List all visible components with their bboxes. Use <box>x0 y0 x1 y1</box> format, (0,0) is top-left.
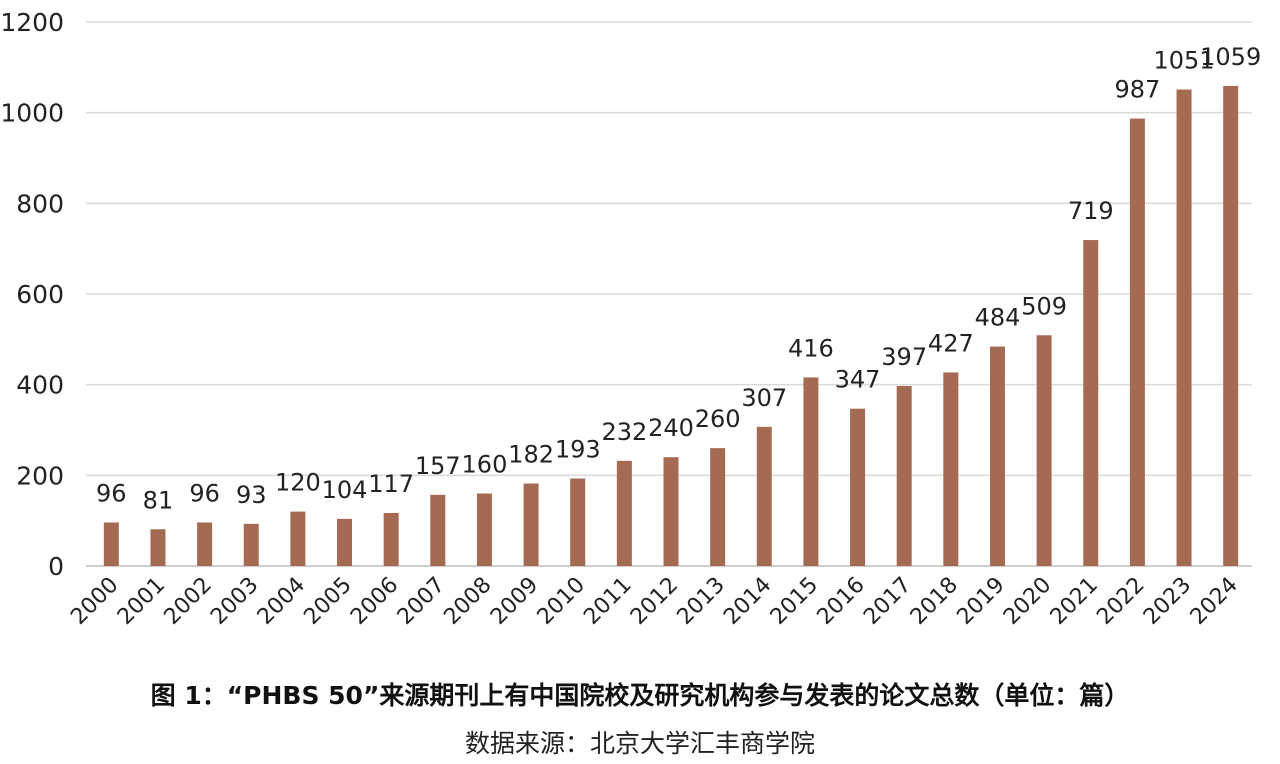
x-tick-label: 2006 <box>346 573 403 630</box>
source-note: 数据来源：北京大学汇丰商学院 <box>464 729 815 758</box>
data-label: 260 <box>695 405 741 433</box>
data-label: 427 <box>928 329 974 357</box>
data-label: 240 <box>648 414 694 442</box>
bar <box>103 522 119 566</box>
bar <box>803 377 819 566</box>
data-label: 96 <box>96 479 127 507</box>
data-label: 719 <box>1068 197 1114 225</box>
data-label: 1051 <box>1154 47 1215 75</box>
data-label: 93 <box>236 481 267 509</box>
bars <box>103 85 1239 567</box>
bar <box>430 494 446 566</box>
data-label: 117 <box>368 470 414 498</box>
bar <box>197 522 213 566</box>
bar <box>989 346 1005 566</box>
bar <box>1129 118 1145 566</box>
x-tick-label: 2004 <box>253 573 310 630</box>
x-tick-label: 2010 <box>533 573 590 630</box>
bar <box>1083 240 1099 566</box>
bar <box>1223 85 1239 567</box>
y-tick-label: 600 <box>16 280 64 309</box>
bar <box>523 483 539 566</box>
data-label: 397 <box>881 343 927 371</box>
x-tick-label: 2020 <box>999 573 1056 630</box>
data-label: 157 <box>415 452 461 480</box>
x-tick-label: 2018 <box>906 573 963 630</box>
y-tick-label: 1000 <box>0 99 64 128</box>
x-tick-label: 2013 <box>673 573 730 630</box>
x-tick-label: 2001 <box>113 573 170 630</box>
bar <box>1176 89 1192 567</box>
x-tick-label: 2008 <box>439 573 496 630</box>
x-axis-tick-labels: 2000200120022003200420052006200720082009… <box>66 573 1243 630</box>
x-tick-label: 2007 <box>393 573 450 630</box>
gridlines <box>86 21 1252 567</box>
x-tick-label: 2024 <box>1186 573 1243 630</box>
y-tick-label: 400 <box>16 371 64 400</box>
x-tick-label: 2019 <box>952 573 1009 630</box>
bar <box>150 529 166 566</box>
x-tick-label: 2023 <box>1139 573 1196 630</box>
chart-title: 图 1：“PHBS 50”来源期刊上有中国院校及研究机构参与发表的论文总数（单位… <box>150 681 1130 710</box>
bar <box>1036 335 1052 566</box>
bar <box>756 426 772 566</box>
y-tick-label: 0 <box>48 552 64 581</box>
data-label: 509 <box>1021 292 1067 320</box>
x-tick-label: 2003 <box>206 573 263 630</box>
x-tick-label: 2015 <box>766 573 823 630</box>
x-tick-label: 2005 <box>299 573 356 630</box>
data-label: 193 <box>555 436 601 464</box>
data-label: 307 <box>741 384 787 412</box>
x-tick-label: 2016 <box>813 573 870 630</box>
x-tick-label: 2009 <box>486 573 543 630</box>
x-tick-label: 2011 <box>579 573 636 630</box>
x-tick-label: 2012 <box>626 573 683 630</box>
data-label: 232 <box>601 418 647 446</box>
bar <box>290 511 306 566</box>
x-tick-label: 2022 <box>1092 573 1149 630</box>
x-tick-label: 2021 <box>1046 573 1103 630</box>
data-label: 1059 <box>1200 43 1261 71</box>
bar <box>476 493 492 566</box>
bar <box>896 386 912 566</box>
bar <box>570 478 586 566</box>
data-label: 104 <box>322 476 368 504</box>
data-label: 416 <box>788 334 834 362</box>
data-label: 987 <box>1114 76 1160 104</box>
data-label: 484 <box>975 304 1021 332</box>
data-label: 120 <box>275 469 321 497</box>
bar <box>337 518 353 566</box>
bar <box>663 457 679 566</box>
data-label: 160 <box>462 450 508 478</box>
y-tick-label: 200 <box>16 461 64 490</box>
x-tick-label: 2000 <box>66 573 123 630</box>
bar <box>616 460 632 566</box>
bar <box>243 523 259 566</box>
x-tick-label: 2017 <box>859 573 916 630</box>
x-tick-label: 2014 <box>719 573 776 630</box>
x-tick-label: 2002 <box>160 573 217 630</box>
bar <box>710 448 726 566</box>
bar <box>943 372 959 566</box>
data-label: 182 <box>508 440 554 468</box>
bar <box>383 512 399 566</box>
bar <box>850 408 866 566</box>
y-tick-label: 800 <box>16 189 64 218</box>
y-axis-tick-labels: 0 200 400 600 800 1000 1200 <box>0 8 64 581</box>
data-label: 347 <box>835 366 881 394</box>
data-label: 96 <box>189 479 220 507</box>
data-label: 81 <box>143 486 174 514</box>
y-tick-label: 1200 <box>0 8 64 37</box>
